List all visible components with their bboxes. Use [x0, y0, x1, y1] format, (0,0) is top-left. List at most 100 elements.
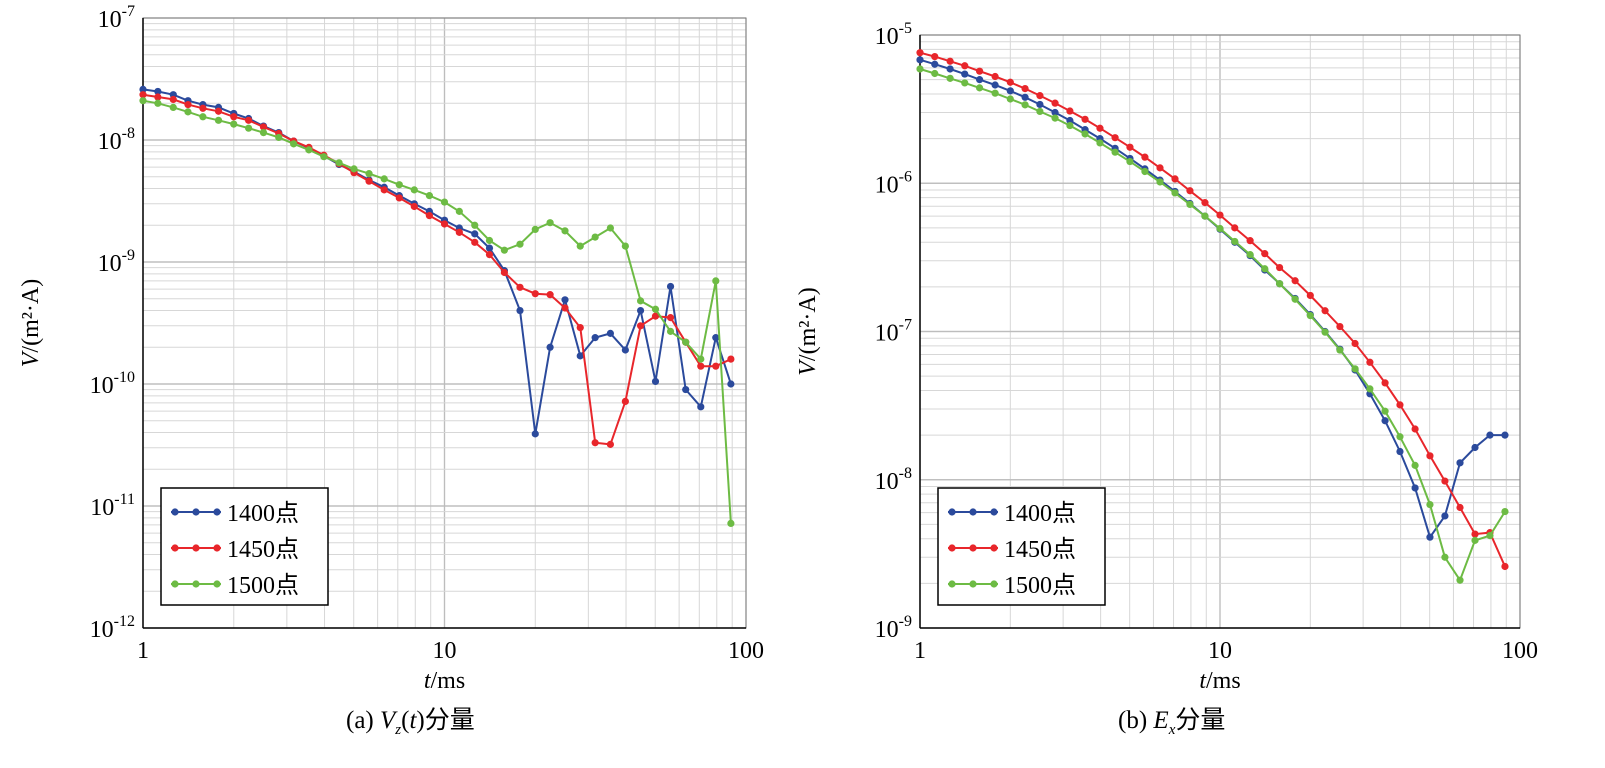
panel-b-data-point — [1261, 250, 1269, 258]
panel-a-data-point — [697, 362, 705, 370]
panel-b-data-point — [1426, 500, 1434, 509]
panel-b-y-axis-label-unit: /(m²·A) — [795, 287, 821, 361]
panel-b-data-point — [1036, 107, 1044, 116]
panel-b-legend-label: 1400点 — [1004, 500, 1076, 527]
panel-a-data-point — [561, 227, 569, 235]
panel-a-legend-swatch-marker — [213, 508, 221, 516]
panel-b-data-point — [1336, 346, 1344, 354]
panel-a-x-tick-label: 100 — [728, 638, 764, 664]
panel-b-data-point — [931, 60, 939, 68]
panel-b-data-point — [1396, 401, 1404, 409]
panel-a-data-point — [727, 355, 735, 363]
panel-b-data-point — [1111, 134, 1119, 142]
panel-a-data-point — [440, 198, 449, 206]
panel-b-legend-swatch-marker — [948, 544, 956, 552]
panel-a-data-point — [712, 277, 720, 285]
panel-a-data-point — [606, 224, 614, 232]
panel-a-x-axis-label-unit: /ms — [430, 668, 465, 694]
panel-b-series-1 — [916, 49, 1509, 571]
chart-panel-b: 1 10 10010-510-610-710-810-9t/msV/(m²·A)14… — [795, 20, 1538, 694]
panel-a-data-point — [697, 403, 705, 411]
caption-a-arg: t — [409, 707, 417, 734]
panel-b-legend-swatch-marker — [990, 544, 998, 552]
panel-a-legend-swatch-marker — [171, 580, 179, 588]
panel-a-data-point — [531, 430, 539, 438]
panel-a-data-point — [621, 242, 629, 250]
panel-b-data-point — [1321, 307, 1329, 315]
panel-b-data-point — [1081, 115, 1089, 123]
panel-b-data-point — [1066, 107, 1074, 115]
caption-a-prefix: (a) — [346, 707, 380, 734]
panel-a-data-point — [546, 343, 554, 351]
panel-a-data-point — [531, 225, 539, 234]
panel-b-y-tick-base: 10 — [875, 321, 899, 347]
panel-b-data-point — [991, 81, 999, 89]
panel-b-y-tick-exp: -8 — [899, 465, 912, 482]
panel-b-data-point — [1171, 189, 1179, 197]
panel-a-y-tick-base: 10 — [90, 373, 114, 399]
panel-b-y-axis-label-var: V — [795, 359, 821, 376]
panel-a-y-tick-exp: -12 — [114, 613, 135, 630]
panel-b-data-point — [1291, 295, 1299, 303]
panel-a-data-point — [666, 282, 675, 291]
panel-b-data-point — [1141, 167, 1149, 176]
panel-a-y-tick-base: 10 — [98, 129, 122, 155]
panel-b-data-point — [1486, 532, 1494, 540]
panel-a-y-tick-label: 10-12 — [90, 613, 135, 643]
panel-a-data-point — [651, 305, 660, 313]
panel-b-y-tick-label: 10-6 — [875, 168, 912, 198]
panel-b-data-point — [1051, 114, 1059, 122]
panel-b-data-point — [1336, 322, 1344, 331]
panel-b-data-point — [1081, 130, 1089, 138]
panel-b-data-point — [1156, 164, 1164, 172]
panel-a-data-point — [636, 322, 645, 330]
panel-b-legend-swatch-marker — [969, 508, 977, 516]
caption-a: (a) Vz(t)分量 — [346, 700, 475, 739]
panel-b-data-point — [916, 65, 924, 73]
panel-a-data-point — [184, 101, 192, 109]
panel-a-data-point — [365, 177, 373, 185]
caption-a-suffix: )分量 — [416, 707, 475, 734]
panel-a-data-point — [516, 306, 524, 315]
panel-a-data-point — [244, 116, 253, 124]
panel-b-y-tick-exp: -9 — [899, 613, 912, 630]
panel-a-series-line — [142, 93, 732, 446]
panel-b-data-point — [1006, 87, 1014, 95]
panel-a-data-point — [712, 362, 720, 370]
panel-a-data-point — [230, 120, 238, 128]
panel-b-legend-box — [937, 487, 1106, 606]
panel-b-data-point — [1456, 503, 1464, 512]
panel-a-legend-swatch-marker — [171, 544, 179, 552]
panel-a-legend-swatch-marker — [213, 580, 221, 588]
panel-a-data-point — [320, 153, 328, 161]
panel-a-data-point — [139, 85, 147, 93]
panel-a-y-tick-label: 10-8 — [98, 125, 135, 155]
panel-b-data-point — [991, 89, 999, 97]
panel-a-legend-label: 1500点 — [227, 572, 299, 599]
panel-a-y-tick-exp: -7 — [122, 3, 135, 20]
panel-a-data-point — [727, 380, 735, 388]
panel-b-y-tick-base: 10 — [875, 617, 899, 643]
panel-a-data-point — [697, 355, 705, 363]
panel-b-data-point — [1036, 100, 1044, 109]
panel-b-y-tick-base: 10 — [875, 24, 899, 50]
panel-b-data-point — [991, 72, 999, 81]
panel-a-data-point — [410, 186, 418, 194]
panel-a-data-point — [682, 338, 690, 346]
panel-b-data-point — [1396, 433, 1404, 441]
panel-b-data-point — [1066, 121, 1074, 130]
panel-b-data-point — [1456, 459, 1464, 467]
panel-b-data-point — [1021, 101, 1029, 109]
panel-b-data-point — [1366, 385, 1374, 393]
panel-a-data-point — [546, 291, 554, 299]
panel-a-data-point — [500, 268, 508, 277]
panel-a-data-point — [395, 194, 403, 202]
panel-b-data-point — [1201, 199, 1209, 207]
panel-a-y-axis-label-var: V — [18, 350, 44, 367]
panel-a-data-point — [275, 133, 283, 142]
panel-a-data-point — [485, 250, 494, 259]
panel-a-data-point — [500, 246, 508, 254]
panel-b-data-point — [1111, 148, 1119, 156]
panel-b-legend: 1400点 1450点 1500点 — [937, 487, 1106, 606]
panel-a-data-point — [214, 107, 223, 115]
